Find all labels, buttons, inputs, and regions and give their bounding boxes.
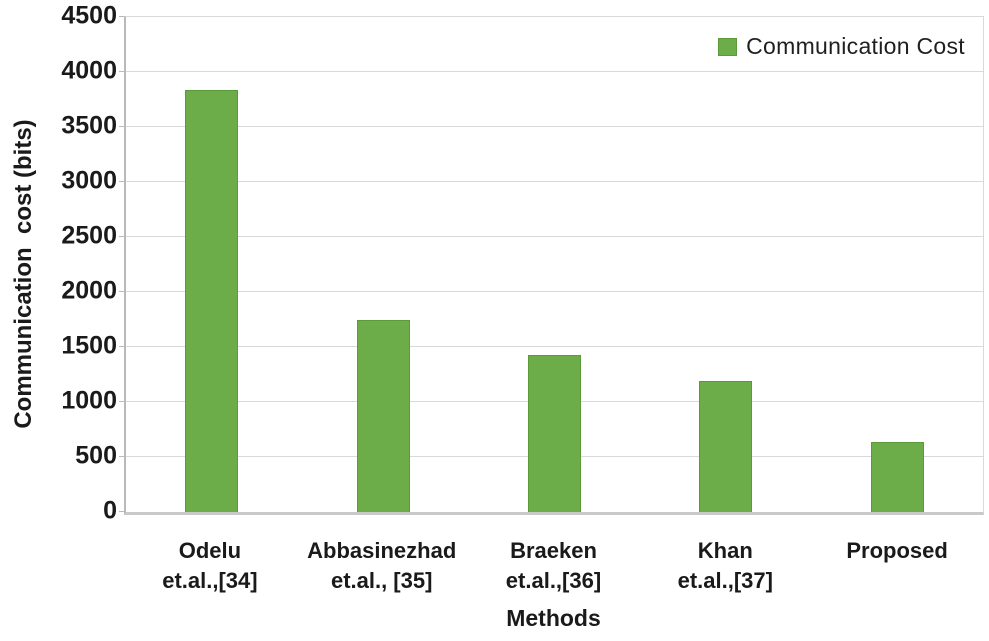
y-tick-label: 2500	[61, 221, 117, 250]
bar-slot	[126, 17, 297, 512]
bar-slot	[297, 17, 468, 512]
y-tick-mark	[119, 511, 124, 512]
y-tick-label: 3500	[61, 111, 117, 140]
gridline	[126, 236, 983, 237]
bar-2	[356, 319, 410, 512]
y-tick-mark	[119, 401, 124, 402]
gridline	[126, 181, 983, 182]
bar-slot	[640, 17, 811, 512]
legend: Communication Cost	[718, 33, 965, 60]
bar-3	[528, 354, 582, 512]
x-category-label: Braeken et.al.,[36]	[505, 538, 602, 593]
y-tick-label: 500	[75, 441, 117, 470]
y-tick-mark	[119, 126, 124, 127]
y-tick-label: 0	[103, 496, 117, 525]
y-tick-mark	[119, 291, 124, 292]
y-tick-label: 4500	[61, 1, 117, 30]
y-tick-label: 2000	[61, 276, 117, 305]
gridline	[126, 71, 983, 72]
y-tick-mark	[119, 236, 124, 237]
gridline	[126, 291, 983, 292]
x-category-label: Abbasinezhad et.al., [35]	[307, 538, 457, 593]
y-tick-label: 1000	[61, 386, 117, 415]
legend-label: Communication Cost	[746, 33, 965, 59]
bars-container	[126, 17, 983, 512]
y-tick-label: 3000	[61, 166, 117, 195]
y-tick-mark	[119, 71, 124, 72]
bar-slot	[469, 17, 640, 512]
legend-swatch-icon	[718, 37, 738, 56]
x-category-label: Proposed	[846, 538, 948, 563]
y-tick-mark	[119, 346, 124, 347]
y-axis: 0 500 1000 1500 2000 2500 3000 3500 4000 4500	[0, 2, 124, 525]
bar-5	[870, 441, 924, 512]
y-tick-label: 1500	[61, 331, 117, 360]
y-tick-mark	[119, 181, 124, 182]
plot-area: Communication Cost	[124, 16, 984, 515]
y-tick-label: 4000	[61, 56, 117, 85]
bar-1	[185, 89, 239, 512]
x-category-label: Khan et.al.,[37]	[677, 538, 773, 593]
gridline	[126, 346, 983, 347]
x-axis-title: Methods	[506, 605, 601, 631]
y-tick-mark	[119, 16, 124, 17]
gridline	[126, 126, 983, 127]
x-category-label: Odelu et.al.,[34]	[162, 538, 258, 593]
x-axis-labels: Odelu et.al.,[34] Abbasinezhad et.al., [3…	[124, 536, 983, 596]
bar-4	[699, 381, 753, 512]
bar-slot	[812, 17, 983, 512]
y-tick-mark	[119, 456, 124, 457]
